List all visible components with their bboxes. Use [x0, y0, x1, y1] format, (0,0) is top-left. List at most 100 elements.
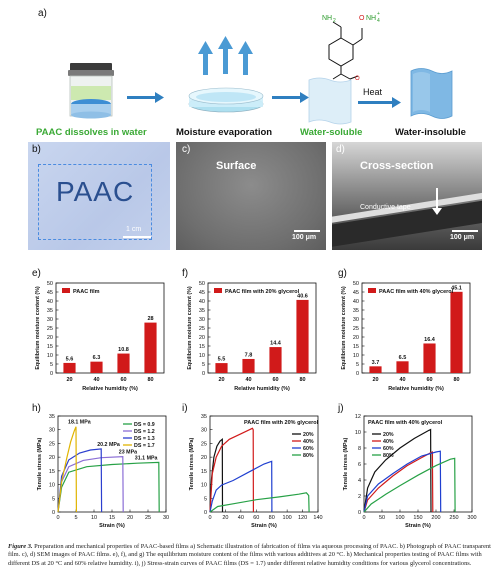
x-tick-label: 20	[66, 377, 72, 383]
y-tick-label: 0	[204, 510, 207, 516]
x-axis-label: Relative humidity (%)	[388, 386, 444, 392]
y-tick-label: 25	[49, 441, 55, 447]
legend-swatch	[368, 288, 376, 293]
y-tick-label: 45	[199, 290, 205, 296]
y-axis-label: Equilibrium moisture content (%)	[187, 286, 193, 370]
heat-arrow-icon	[358, 97, 401, 108]
stress-strain-chart-j: 0 50 100 150 200 250 300 0 2 4 6 8 10 12 20%40%60%80% P…	[343, 414, 477, 529]
flow-arrow-icon	[127, 92, 164, 103]
moisture-chart-e: 0 5 10 15 20 25 30 35 40 45 50 5.6 20 6.3 40 10.8 60 28 80…	[35, 281, 165, 392]
bar	[369, 366, 382, 373]
series-line	[57, 461, 160, 513]
y-tick-label: 30	[49, 428, 55, 434]
y-axis-label: Equilibrium moisture content (%)	[341, 286, 347, 370]
bar-value-label: 45.1	[451, 285, 462, 291]
y-tick-label: 0	[358, 510, 361, 516]
bar-value-label: 28	[147, 316, 153, 322]
scale-label: 100 μm	[450, 234, 475, 241]
pointer-arrowhead-icon	[432, 208, 442, 215]
conductive-tape-label: Conductive tape	[360, 204, 411, 211]
svg-text:NH: NH	[366, 15, 376, 22]
y-tick-label: 0	[202, 371, 205, 377]
panel-label-a: a)	[38, 8, 47, 19]
x-tick-label: 80	[299, 377, 305, 383]
y-tick-label: 20	[353, 335, 359, 341]
x-tick-label: 200	[431, 515, 440, 521]
panel-label-h: h)	[32, 403, 41, 414]
x-tick-label: 0	[362, 515, 365, 521]
scale-bar	[123, 236, 151, 238]
y-tick-label: 0	[52, 510, 55, 516]
y-tick-label: 40	[199, 299, 205, 305]
legend-label: 40%	[303, 439, 314, 445]
y-tick-label: 10	[355, 430, 361, 436]
x-tick-label: 140	[313, 515, 322, 521]
y-tick-label: 15	[47, 344, 53, 350]
x-axis-label: Relative humidity (%)	[82, 386, 138, 392]
y-tick-label: 4	[358, 478, 361, 484]
x-axis-label: Strain (%)	[251, 523, 277, 529]
panel-label-f: f)	[182, 268, 189, 279]
plot-frame	[209, 415, 319, 513]
y-tick-label: 12	[355, 414, 361, 420]
scale-bar	[294, 230, 320, 232]
series-line	[363, 450, 442, 513]
bar	[90, 361, 103, 373]
legend-label: 20%	[383, 432, 394, 438]
bar-value-label: 14.4	[270, 341, 282, 347]
bar	[269, 347, 282, 373]
x-tick-label: 40	[245, 377, 251, 383]
y-tick-label: 6	[358, 462, 361, 468]
y-tick-label: 40	[47, 299, 53, 305]
y-tick-label: 0	[356, 371, 359, 377]
scale-bar	[452, 230, 478, 232]
scale-label: 1 cm	[126, 226, 142, 233]
bar	[296, 299, 309, 373]
y-tick-label: 50	[353, 281, 359, 287]
y-tick-label: 10	[199, 353, 205, 359]
y-tick-label: 20	[199, 335, 205, 341]
y-tick-label: 25	[47, 326, 53, 332]
x-tick-label: 20	[372, 377, 378, 383]
bar	[144, 322, 157, 373]
bar-value-label: 7.8	[245, 352, 253, 358]
x-tick-label: 40	[238, 515, 244, 521]
sem-cross-section-image: Cross-section Conductive tape 100 μm	[332, 142, 482, 250]
scale-label: 100 μm	[292, 234, 317, 241]
bar	[396, 361, 409, 373]
figure-number: Figure 3.	[8, 543, 33, 550]
peak-annotation: 20.2 MPa	[97, 442, 120, 448]
moisture-chart-g: 0 5 10 15 20 25 30 35 40 45 50 3.7 20 6.5 40 16.4 60 45.1…	[341, 281, 471, 392]
svg-text:2: 2	[333, 18, 336, 24]
panel-label-g: g)	[338, 268, 347, 279]
bar	[450, 291, 463, 373]
x-tick-label: 20	[127, 515, 133, 521]
stage-soluble-label: Water-soluble	[300, 127, 363, 138]
y-tick-label: 10	[49, 483, 55, 489]
y-tick-label: 25	[199, 326, 205, 332]
x-tick-label: 120	[298, 515, 307, 521]
x-tick-label: 60	[120, 377, 126, 383]
x-tick-label: 50	[379, 515, 385, 521]
stress-strain-chart-i: 0 20 40 60 80 100 120 140 0 5 10 15 20 25 30 35 20%40%60…	[189, 414, 323, 529]
y-axis-label: Tensile stress (MPa)	[343, 437, 349, 490]
y-tick-label: 50	[47, 281, 53, 287]
bar	[215, 363, 228, 373]
series-line	[57, 426, 77, 513]
legend-swatch	[62, 288, 70, 293]
x-axis-label: Strain (%)	[99, 523, 125, 529]
sem-surface-image: Surface 100 μm	[176, 142, 326, 250]
y-tick-label: 30	[47, 317, 53, 323]
y-tick-label: 20	[49, 455, 55, 461]
series-line	[363, 451, 434, 513]
chemical-structure-icon	[328, 21, 363, 80]
film-photo-text: PAAC	[56, 176, 135, 207]
legend-label: DS = 1.7	[134, 443, 155, 449]
legend-label: 20%	[303, 432, 314, 438]
series-line	[209, 427, 254, 513]
y-tick-label: 5	[202, 362, 205, 368]
series-line	[363, 428, 432, 513]
x-axis-label: Relative humidity (%)	[234, 386, 290, 392]
y-tick-label: 5	[356, 362, 359, 368]
x-tick-label: 20	[218, 377, 224, 383]
